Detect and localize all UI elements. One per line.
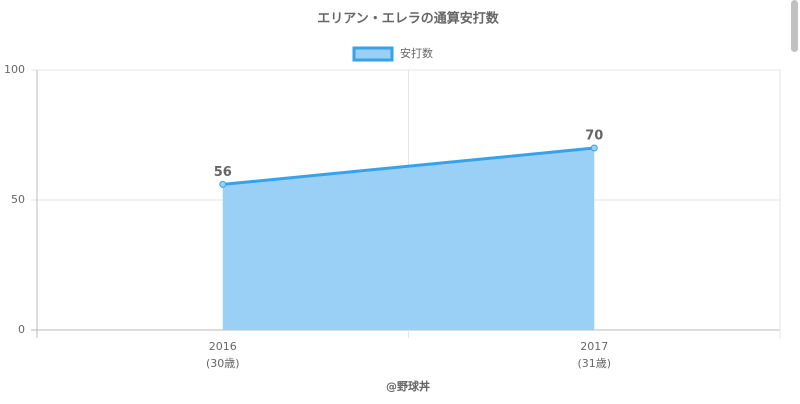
legend-swatch <box>352 46 394 62</box>
x-tick-sublabel: (31歳) <box>577 357 611 370</box>
footer: @野球丼 <box>386 379 430 393</box>
data-label: 56 <box>214 165 232 180</box>
line <box>222 146 595 186</box>
legend-label: 安打数 <box>400 46 433 60</box>
data-label: 70 <box>585 129 603 144</box>
y-tick-label: 50 <box>11 193 25 206</box>
point <box>219 180 227 188</box>
x-tick-label: 2016 <box>209 340 237 353</box>
chart-title: エリアン・エレラの通算安打数 <box>317 11 499 27</box>
area <box>222 148 595 330</box>
x-tick-sublabel: (30歳) <box>206 357 240 370</box>
scrollbar[interactable] <box>791 0 798 52</box>
point <box>590 144 598 152</box>
y-tick-label: 100 <box>4 63 25 76</box>
x-tick-label: 2017 <box>580 340 608 353</box>
y-tick-label: 0 <box>18 323 25 336</box>
